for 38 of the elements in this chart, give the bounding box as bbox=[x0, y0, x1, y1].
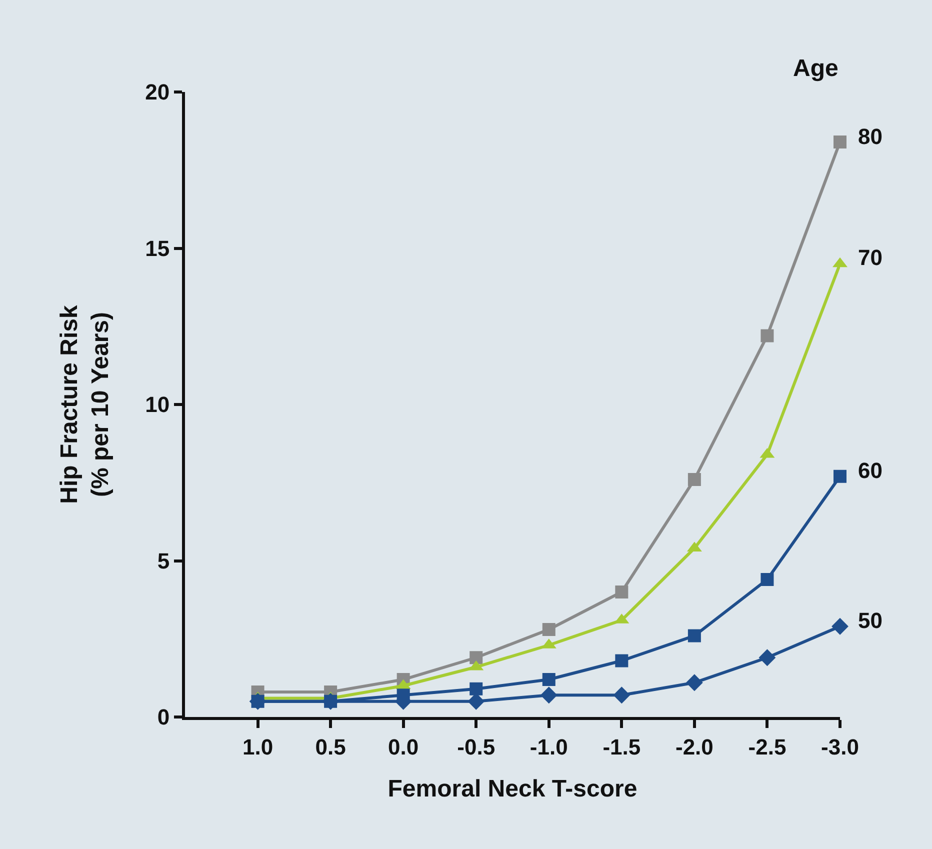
series-label: 70 bbox=[858, 245, 882, 270]
series-label: 60 bbox=[858, 458, 882, 483]
point bbox=[688, 629, 701, 642]
y-tick-label: 5 bbox=[157, 548, 170, 574]
y-tick-label: 0 bbox=[157, 704, 170, 730]
x-tick-label: -1.0 bbox=[530, 734, 568, 760]
legend-title: Age bbox=[793, 55, 838, 82]
x-tick-label: -0.5 bbox=[457, 734, 496, 760]
point bbox=[615, 586, 628, 598]
point bbox=[686, 674, 703, 692]
point bbox=[834, 136, 846, 148]
point bbox=[470, 651, 483, 664]
point bbox=[760, 329, 774, 342]
x-tick-label: 0.5 bbox=[315, 734, 346, 760]
x-tick-label: -2.5 bbox=[748, 734, 786, 760]
y-tick-label: 10 bbox=[145, 392, 170, 418]
x-axis-title: Femoral Neck T-score bbox=[388, 776, 638, 803]
point bbox=[758, 649, 776, 666]
y-axis-title: Hip Fracture Risk (% per 10 Years) bbox=[56, 304, 114, 504]
x-tick-label: 0.0 bbox=[388, 734, 419, 760]
x-tick-label: -3.0 bbox=[821, 734, 859, 760]
point bbox=[832, 618, 848, 635]
y-tick-label: 15 bbox=[145, 236, 170, 261]
point bbox=[615, 654, 628, 668]
point bbox=[542, 623, 556, 636]
series-label: 50 bbox=[858, 608, 882, 633]
point bbox=[542, 673, 556, 686]
point bbox=[834, 470, 846, 483]
point bbox=[470, 682, 483, 696]
point bbox=[760, 573, 774, 586]
point bbox=[613, 686, 630, 704]
point bbox=[540, 686, 558, 704]
y-tick-label: 20 bbox=[145, 80, 170, 105]
x-tick-label: -1.5 bbox=[602, 734, 641, 760]
x-tick-label: 1.0 bbox=[242, 734, 274, 760]
series-label: 80 bbox=[858, 124, 882, 149]
point bbox=[688, 473, 701, 486]
x-tick-label: -2.0 bbox=[675, 734, 714, 760]
